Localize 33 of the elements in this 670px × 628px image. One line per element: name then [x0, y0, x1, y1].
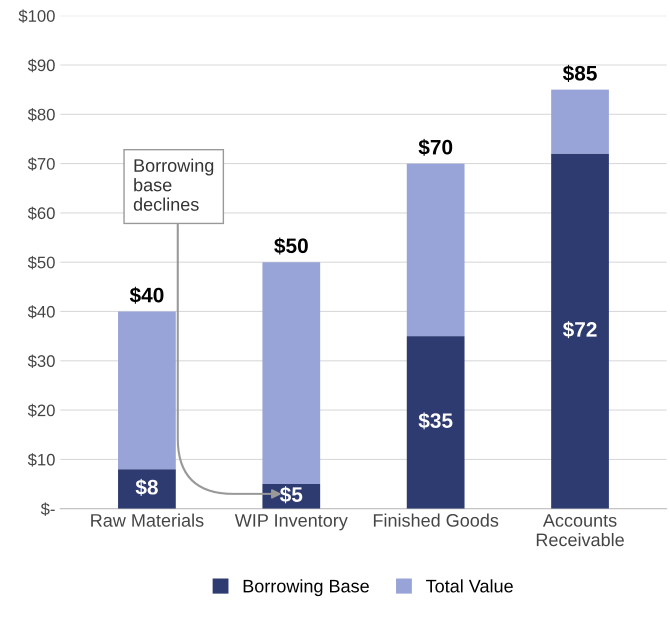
y-tick-label: $30 — [28, 354, 55, 368]
y-tick-label: $90 — [28, 58, 55, 72]
data-label: $35 — [418, 412, 452, 430]
x-tick-label: Finished Goods — [374, 514, 498, 527]
bar — [551, 90, 609, 154]
data-label: $5 — [280, 486, 302, 504]
bar — [118, 469, 176, 509]
legend-label: Total Value — [426, 579, 513, 593]
x-tick-label: Raw Materials — [91, 514, 204, 527]
y-tick-label: $100 — [18, 9, 55, 23]
y-tick-label: $20 — [28, 404, 55, 418]
data-label: $72 — [562, 321, 597, 338]
x-tick-label: WIP Inventory — [234, 514, 348, 530]
x-tick-label: Accounts Receivable — [536, 514, 624, 546]
bar — [406, 336, 465, 509]
y-tick-label: $80 — [28, 108, 55, 122]
bar — [551, 154, 609, 509]
total-label: $40 — [130, 286, 164, 304]
bar — [406, 164, 465, 336]
y-tick-label: $40 — [28, 305, 55, 319]
total-label: $85 — [562, 64, 597, 82]
total-label: $70 — [418, 138, 452, 156]
bar — [262, 262, 320, 484]
annotation: Borrowing base declines — [134, 158, 214, 211]
y-tick-label: $10 — [28, 453, 55, 467]
legend-label: Borrowing Base — [244, 579, 369, 596]
total-label: $50 — [274, 237, 308, 254]
y-tick-label: $- — [40, 502, 55, 516]
bar — [118, 311, 176, 470]
y-tick-label: $60 — [28, 206, 55, 220]
data-label: $8 — [136, 478, 158, 496]
y-tick-label: $70 — [28, 157, 55, 171]
y-tick-label: $50 — [28, 256, 55, 270]
